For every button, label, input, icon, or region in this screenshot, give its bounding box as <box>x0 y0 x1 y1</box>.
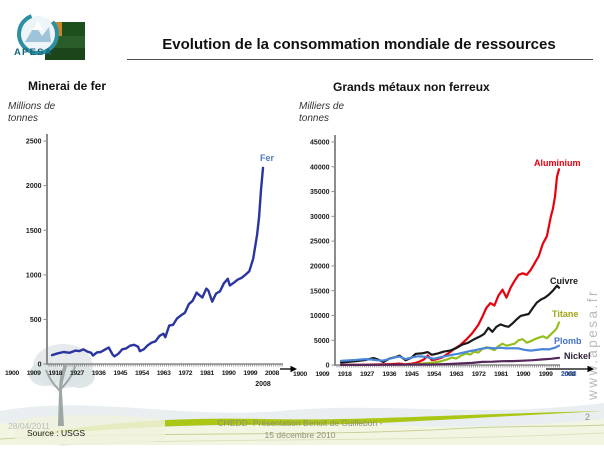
page-number: 2 <box>585 412 591 422</box>
footer-date: 28/04/2011 <box>8 421 50 431</box>
svg-text:2008: 2008 <box>561 371 575 378</box>
svg-text:1999: 1999 <box>243 370 257 377</box>
slide-title: Evolution de la consommation mondiale de… <box>162 36 556 53</box>
apesa-logo: APESA <box>12 8 92 70</box>
svg-text:1981: 1981 <box>200 370 214 377</box>
right-chart-unit-label: Milliers de tonnes <box>299 101 344 124</box>
svg-text:1909: 1909 <box>27 370 41 377</box>
footer-source: Source : USGS <box>27 428 86 438</box>
svg-text:1972: 1972 <box>472 371 486 378</box>
svg-text:Titane: Titane <box>552 309 578 319</box>
apesa-logo-graphic <box>17 13 85 60</box>
svg-text:1936: 1936 <box>382 371 396 378</box>
svg-text:2000: 2000 <box>26 183 42 190</box>
svg-text:1990: 1990 <box>222 370 236 377</box>
svg-text:1945: 1945 <box>405 371 419 378</box>
svg-text:1945: 1945 <box>113 370 127 377</box>
svg-text:25000: 25000 <box>310 239 330 246</box>
svg-text:2008: 2008 <box>255 381 271 388</box>
svg-text:Cuivre: Cuivre <box>550 276 578 286</box>
svg-text:1972: 1972 <box>178 370 192 377</box>
svg-text:1954: 1954 <box>135 370 149 377</box>
svg-text:1963: 1963 <box>157 370 171 377</box>
svg-text:30000: 30000 <box>310 214 330 221</box>
svg-text:1000: 1000 <box>26 272 42 279</box>
right-unit-line1: Milliers de <box>299 101 345 112</box>
svg-text:2500: 2500 <box>26 139 42 146</box>
svg-text:1936: 1936 <box>92 370 106 377</box>
svg-text:1909: 1909 <box>315 371 329 378</box>
svg-text:1954: 1954 <box>427 371 441 378</box>
svg-text:0: 0 <box>38 362 42 369</box>
svg-text:1900: 1900 <box>5 370 19 377</box>
svg-text:Fer: Fer <box>260 153 275 163</box>
svg-text:2008: 2008 <box>561 371 577 378</box>
left-unit-line2: tonnes <box>8 112 39 124</box>
svg-text:1990: 1990 <box>516 371 530 378</box>
svg-text:35000: 35000 <box>310 189 330 196</box>
svg-text:1500: 1500 <box>26 228 42 235</box>
svg-text:0: 0 <box>326 363 330 370</box>
svg-text:20000: 20000 <box>310 263 330 270</box>
svg-text:1927: 1927 <box>70 370 84 377</box>
svg-text:1981: 1981 <box>494 371 508 378</box>
left-chart-title: Minerai de fer <box>28 79 107 93</box>
right-chart-title: Grands métaux non ferreux <box>333 80 490 94</box>
footer-credit: CHEDD- Présentation Benoit de Guillebon … <box>180 417 420 441</box>
right-unit-line2: tonnes <box>299 112 330 124</box>
title-underline <box>127 59 593 60</box>
svg-text:Nickel: Nickel <box>564 351 591 361</box>
svg-text:1900: 1900 <box>293 371 307 378</box>
svg-text:Plomb: Plomb <box>554 336 582 346</box>
non-ferrous-metals-chart: 0 5000 10000 15000 20000 25000 30000 35000 40000… <box>293 135 594 378</box>
svg-text:1999: 1999 <box>539 371 553 378</box>
svg-text:5000: 5000 <box>314 338 330 345</box>
apesa-logo-text: APESA <box>14 47 53 58</box>
svg-text:15000: 15000 <box>310 288 330 295</box>
svg-text:1963: 1963 <box>449 371 463 378</box>
svg-text:2008: 2008 <box>265 370 279 377</box>
footer-credit-line1: CHEDD- Présentation Benoit de Guillebon … <box>217 418 383 428</box>
footer-credit-line2: 15 décembre 2010 <box>264 430 336 440</box>
left-chart-unit-label: Millions de tonnes <box>8 101 55 124</box>
tree-graphic <box>15 344 165 445</box>
svg-text:1918: 1918 <box>48 370 62 377</box>
left-unit-line1: Millions de <box>8 101 56 112</box>
svg-text:40000: 40000 <box>310 164 330 171</box>
svg-text:10000: 10000 <box>310 313 330 320</box>
svg-text:45000: 45000 <box>310 140 330 147</box>
svg-text:Aluminium: Aluminium <box>534 158 581 168</box>
svg-text:1927: 1927 <box>360 371 374 378</box>
svg-text:1918: 1918 <box>338 371 352 378</box>
svg-text:500: 500 <box>30 317 42 324</box>
iron-ore-chart: 0 500 1000 1500 2000 2500 1900 1909 1918 1927 1936… <box>5 134 297 388</box>
